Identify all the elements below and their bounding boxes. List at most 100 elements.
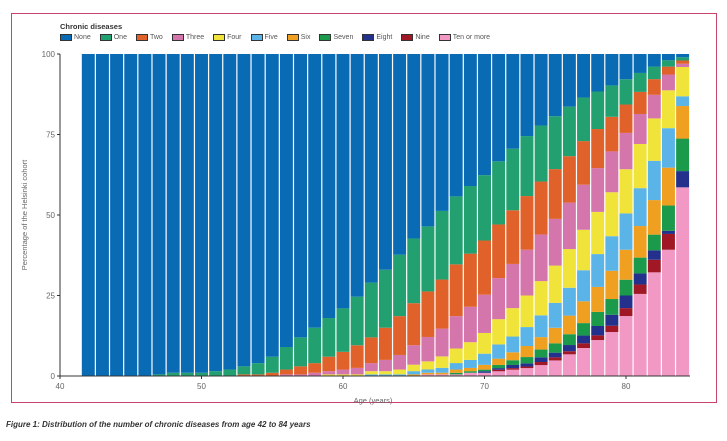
bar-segment: [463, 367, 477, 372]
bar-segment: [378, 359, 392, 372]
bar-segment: [548, 169, 562, 219]
bar-segment: [449, 369, 463, 373]
bar-segment: [633, 293, 647, 376]
bar-segment: [647, 94, 661, 119]
bar-segment: [591, 325, 605, 336]
bar-segment: [435, 356, 449, 368]
bar-segment: [591, 211, 605, 255]
bar-segment: [548, 54, 562, 117]
bar-segment: [393, 254, 407, 317]
bar-segment: [478, 353, 491, 365]
legend-item: Nine: [401, 34, 430, 41]
bar-segment: [577, 335, 591, 344]
bar-segment: [591, 54, 605, 92]
legend-item: Seven: [319, 34, 353, 41]
bar-segment: [676, 57, 690, 61]
bar-segment: [605, 332, 619, 376]
bar-segment: [279, 54, 293, 348]
bar-segment: [350, 296, 364, 346]
bar-segment: [506, 336, 520, 353]
bar-segment: [364, 374, 378, 376]
bar-segment: [619, 308, 633, 317]
bar-segment: [548, 357, 562, 361]
bar-segment: [676, 96, 690, 107]
bar-segment: [520, 363, 534, 367]
bar-segment: [633, 273, 647, 285]
bar-segment: [492, 369, 506, 372]
bar-segment: [506, 54, 520, 149]
legend-item: Four: [213, 34, 242, 41]
bar-segment: [647, 66, 661, 80]
bar-segment: [633, 257, 647, 274]
legend-swatch: [99, 34, 112, 41]
legend-item: Eight: [362, 34, 392, 41]
bar-segment: [591, 168, 605, 212]
bar-segment: [562, 354, 576, 376]
bar-segment: [562, 106, 576, 157]
bar-segment: [619, 279, 633, 296]
bar-segment: [562, 345, 576, 352]
bar-segment: [265, 356, 279, 373]
bar-segment: [520, 196, 534, 250]
bar-segment: [209, 371, 223, 376]
bar-segment: [478, 54, 491, 176]
bar-segment: [506, 369, 520, 376]
bar-segment: [294, 337, 308, 367]
bar-segment: [350, 367, 364, 375]
bar-segment: [364, 337, 378, 364]
bar-segment: [520, 327, 534, 347]
bar-segment: [562, 202, 576, 250]
bar-segment: [449, 374, 463, 376]
bar-segment: [661, 74, 675, 91]
legend-item: None: [60, 34, 91, 41]
bar-segment: [605, 85, 619, 117]
bar-segment: [223, 54, 237, 370]
bar-segment: [591, 286, 605, 312]
bar-segment: [548, 343, 562, 353]
bar-segment: [378, 371, 392, 375]
bar-segment: [647, 259, 661, 273]
bar-segment: [336, 374, 350, 376]
bar-segment: [407, 303, 421, 346]
bar-segment: [478, 371, 491, 373]
bar-segment: [492, 54, 506, 162]
bar-segment: [308, 54, 322, 328]
legend-label: Three: [185, 34, 205, 41]
bar-segment: [534, 234, 548, 282]
bar-segment: [463, 253, 477, 307]
bar-segment: [322, 54, 336, 319]
bar-segment: [393, 54, 407, 255]
figure-caption: Figure 1: Distribution of the number of …: [6, 420, 311, 429]
legend-item: Five: [250, 34, 278, 41]
legend-item: Ten or more: [438, 34, 490, 41]
bar-segment: [520, 136, 534, 197]
bar-segment: [520, 366, 534, 369]
bar-segment: [520, 54, 534, 137]
bar-segment: [407, 371, 421, 375]
bar-segment: [463, 186, 477, 254]
bar-segment: [562, 156, 576, 203]
bar-segment: [364, 363, 378, 372]
bar-segment: [350, 345, 364, 368]
bar-segment: [350, 54, 364, 297]
bar-segment: [421, 291, 435, 337]
bar-segment: [435, 374, 449, 376]
bar-segment: [223, 369, 237, 376]
bar-segment: [478, 364, 491, 370]
bar-segment: [421, 369, 435, 373]
bar-segment: [492, 358, 506, 365]
bar-segment: [605, 192, 619, 237]
legend-item: Three: [171, 34, 205, 41]
bar-segment: [548, 218, 562, 266]
bar-segment: [492, 319, 506, 345]
bar-segment: [534, 54, 548, 126]
legend: None One Two Three Four Five Six Seven Eight Nine…: [60, 34, 490, 41]
bar-segment: [577, 97, 591, 142]
bar-segment: [619, 316, 633, 376]
bar-segment: [633, 91, 647, 114]
legend-swatch: [319, 34, 332, 41]
bar-segment: [81, 54, 95, 376]
bar-segment: [166, 54, 180, 373]
bar-segment: [195, 54, 208, 373]
